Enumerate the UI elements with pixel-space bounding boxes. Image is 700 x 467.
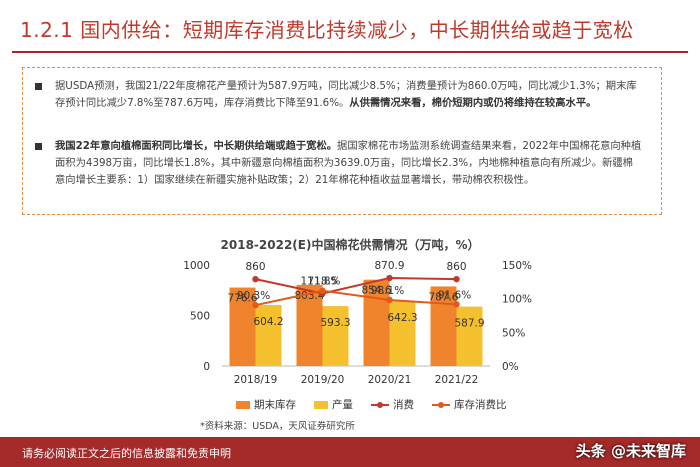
bullet-marker (35, 83, 42, 90)
bullet-1-bold: 从供需情况来看，棉价短期内或仍将维持在较高水平。 (349, 97, 597, 109)
ratio-point (252, 301, 259, 309)
legend-item-output: 产量 (314, 397, 353, 412)
bar-stock (363, 279, 390, 366)
bar-value-label: 642.3 (387, 312, 417, 324)
bar-value-label: 587.9 (454, 318, 484, 330)
y-left-tick-label: 500 (190, 311, 210, 323)
consumption-value-label: 718.5 (307, 275, 337, 287)
bullet-1: 据USDA预测，我国21/22年度棉花产量预计为587.9万吨，同比减少8.5%… (35, 78, 643, 112)
page-title: 1.2.1 国内供给：短期库存消费比持续减少，中长期供给或趋于宽松 (20, 18, 634, 42)
legend-line (432, 401, 450, 408)
chart-title: 2018-2022(E)中国棉花供需情况（万吨，%） (220, 238, 480, 252)
bar-stock (296, 284, 323, 366)
bar-value-label: 604.2 (253, 316, 283, 328)
y-right-tick-label: 0% (502, 361, 519, 373)
legend-swatch (236, 400, 250, 409)
summary-box: 据USDA预测，我国21/22年度棉花产量预计为587.9万吨，同比减少8.5%… (22, 67, 662, 215)
x-tick-label: 2021/22 (435, 374, 479, 386)
consumption-point (252, 275, 259, 283)
legend-item-consumption: 消费 (371, 397, 414, 412)
bar-output (255, 304, 282, 366)
legend-item-stock: 期末库存 (236, 397, 296, 412)
y-left-tick-label: 1000 (183, 260, 210, 272)
ratio-point (319, 287, 326, 294)
chart-legend: 期末库存 产量 消费 库存消费比 (236, 397, 507, 412)
title-divider (12, 51, 688, 53)
y-right-tick-label: 100% (502, 294, 532, 306)
bar-value-label: 593.3 (320, 317, 350, 329)
y-right-tick-label: 150% (502, 260, 532, 272)
legend-label: 消费 (393, 399, 414, 411)
x-tick-label: 2020/21 (368, 374, 412, 386)
ratio-value-label: 98.1% (371, 285, 404, 297)
bar-stock (229, 287, 256, 366)
bullet-2-text: 据国家棉花市场监测系统调查结果来看，2022年中国棉花意向种植面积为4398万亩… (55, 140, 642, 186)
ratio-point (386, 296, 393, 304)
ratio-line (255, 289, 457, 307)
y-right-tick-label: 50% (502, 327, 525, 339)
legend-line (371, 401, 389, 408)
bullet-2-bold: 我国22年意向植棉面积同比增长，中长期供给端或趋于宽松。 (55, 140, 338, 152)
bar-output (456, 306, 483, 366)
legend-item-ratio: 库存消费比 (432, 397, 507, 412)
bar-value-label: 854.6 (361, 285, 391, 297)
bullet-1-text: 据USDA预测，我国21/22年度棉花产量预计为587.9万吨，同比减少8.5%… (55, 80, 637, 109)
legend-label: 期末库存 (254, 399, 296, 411)
ratio-value-label: 90.3% (237, 290, 270, 302)
bar-value-label: 787.6 (428, 291, 458, 303)
legend-label: 产量 (332, 399, 353, 411)
watermark: 头条 @未来智库 (575, 442, 686, 460)
ratio-value-label: 91.6% (438, 289, 471, 301)
footer-bar: 请务必阅读正文之后的信息披露和免责申明 (0, 437, 700, 467)
bullet-marker (35, 143, 42, 150)
x-tick-label: 2019/20 (301, 374, 345, 386)
legend-label: 库存消费比 (454, 399, 507, 411)
y-left-tick-label: 0 (203, 361, 210, 373)
source-note: *资料来源：USDA，天风证券研究所 (200, 421, 355, 432)
consumption-value-label: 860 (446, 261, 466, 273)
consumption-value-label: 870.9 (374, 260, 404, 272)
consumption-line (255, 277, 457, 295)
ratio-value-label: 111.8% (300, 276, 340, 288)
consumption-point (386, 274, 393, 282)
disclaimer-text: 请务必阅读正文之后的信息披露和免责申明 (22, 447, 231, 460)
bar-output (322, 306, 349, 366)
bar-value-label: 776.6 (227, 293, 257, 305)
legend-swatch (314, 400, 328, 409)
consumption-point (453, 275, 460, 283)
bar-stock (430, 286, 457, 366)
ratio-point (453, 301, 460, 308)
consumption-value-label: 860 (245, 261, 265, 273)
x-tick-label: 2018/19 (234, 374, 278, 386)
bar-output (389, 301, 416, 366)
bullet-2: 我国22年意向植棉面积同比增长，中长期供给端或趋于宽松。据国家棉花市场监测系统调… (35, 138, 643, 189)
